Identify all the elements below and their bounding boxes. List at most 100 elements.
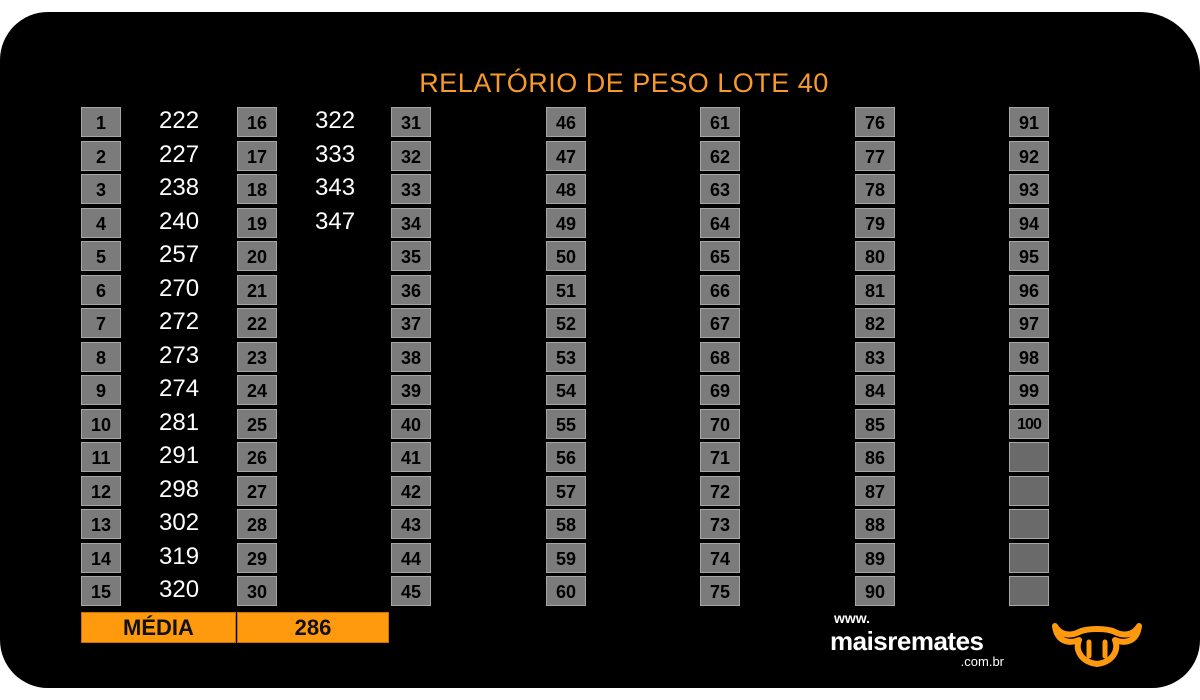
animal-number: 25 <box>237 409 277 439</box>
animal-number: 45 <box>391 576 431 606</box>
animal-number: 34 <box>391 208 431 238</box>
animal-number: 15 <box>81 576 121 606</box>
animal-number: 61 <box>700 107 740 137</box>
animal-weight: 302 <box>159 509 200 536</box>
animal-number: 3 <box>81 174 121 204</box>
animal-number: 59 <box>546 543 586 573</box>
animal-number: 38 <box>391 342 431 372</box>
animal-number: 43 <box>391 509 431 539</box>
animal-number: 88 <box>855 509 895 539</box>
average-value: 286 <box>237 612 389 643</box>
animal-number: 37 <box>391 308 431 338</box>
animal-number: 92 <box>1009 141 1049 171</box>
animal-number: 72 <box>700 476 740 506</box>
animal-number: 54 <box>546 375 586 405</box>
logo-www: www. <box>834 610 871 626</box>
animal-number: 100 <box>1009 409 1049 439</box>
animal-number: 75 <box>700 576 740 606</box>
animal-number: 63 <box>700 174 740 204</box>
animal-weight: 281 <box>159 409 200 436</box>
animal-number: 13 <box>81 509 121 539</box>
animal-number: 78 <box>855 174 895 204</box>
animal-number: 50 <box>546 241 586 271</box>
animal-number: 23 <box>237 342 277 372</box>
animal-number: 52 <box>546 308 586 338</box>
animal-number: 20 <box>237 241 277 271</box>
animal-weight: 240 <box>159 208 200 235</box>
animal-number: 44 <box>391 543 431 573</box>
animal-weight: 272 <box>159 308 200 335</box>
animal-number: 68 <box>700 342 740 372</box>
animal-number: 76 <box>855 107 895 137</box>
animal-number: 77 <box>855 141 895 171</box>
animal-weight: 333 <box>315 141 356 168</box>
animal-number: 70 <box>700 409 740 439</box>
animal-number: 58 <box>546 509 586 539</box>
animal-number: 27 <box>237 476 277 506</box>
animal-number: 85 <box>855 409 895 439</box>
animal-number: 19 <box>237 208 277 238</box>
animal-number: 21 <box>237 275 277 305</box>
empty-slot <box>1009 543 1049 573</box>
animal-number: 17 <box>237 141 277 171</box>
animal-number: 67 <box>700 308 740 338</box>
animal-number: 26 <box>237 442 277 472</box>
animal-number: 60 <box>546 576 586 606</box>
animal-number: 64 <box>700 208 740 238</box>
animal-number: 49 <box>546 208 586 238</box>
animal-weight: 222 <box>159 107 200 134</box>
animal-number: 32 <box>391 141 431 171</box>
animal-number: 84 <box>855 375 895 405</box>
animal-number: 8 <box>81 342 121 372</box>
animal-number: 91 <box>1009 107 1049 137</box>
animal-number: 5 <box>81 241 121 271</box>
animal-number: 36 <box>391 275 431 305</box>
animal-number: 69 <box>700 375 740 405</box>
animal-number: 35 <box>391 241 431 271</box>
bull-horns-icon <box>1052 623 1142 667</box>
animal-number: 56 <box>546 442 586 472</box>
animal-number: 95 <box>1009 241 1049 271</box>
animal-number: 40 <box>391 409 431 439</box>
animal-number: 71 <box>700 442 740 472</box>
animal-number: 18 <box>237 174 277 204</box>
animal-number: 86 <box>855 442 895 472</box>
animal-number: 10 <box>81 409 121 439</box>
animal-number: 46 <box>546 107 586 137</box>
animal-number: 39 <box>391 375 431 405</box>
animal-number: 6 <box>81 275 121 305</box>
animal-number: 29 <box>237 543 277 573</box>
animal-number: 1 <box>81 107 121 137</box>
animal-number: 48 <box>546 174 586 204</box>
report-title: RELATÓRIO DE PESO LOTE 40 <box>419 68 829 98</box>
empty-slot <box>1009 509 1049 539</box>
animal-weight: 347 <box>315 208 356 235</box>
animal-number: 99 <box>1009 375 1049 405</box>
animal-weight: 298 <box>159 476 200 503</box>
animal-weight: 270 <box>159 275 200 302</box>
animal-number: 4 <box>81 208 121 238</box>
animal-number: 93 <box>1009 174 1049 204</box>
animal-weight: 291 <box>159 442 200 469</box>
report-panel <box>0 12 1200 688</box>
animal-weight: 322 <box>315 107 356 134</box>
maisremates-logo: www. maisremates .com.br <box>826 610 1016 670</box>
empty-slot <box>1009 476 1049 506</box>
animal-number: 83 <box>855 342 895 372</box>
animal-number: 14 <box>81 543 121 573</box>
animal-number: 31 <box>391 107 431 137</box>
animal-number: 41 <box>391 442 431 472</box>
animal-weight: 320 <box>159 576 200 603</box>
animal-number: 12 <box>81 476 121 506</box>
animal-number: 96 <box>1009 275 1049 305</box>
animal-number: 16 <box>237 107 277 137</box>
animal-number: 73 <box>700 509 740 539</box>
average-label: MÉDIA <box>81 612 236 643</box>
animal-number: 11 <box>81 442 121 472</box>
animal-number: 53 <box>546 342 586 372</box>
animal-number: 65 <box>700 241 740 271</box>
animal-number: 55 <box>546 409 586 439</box>
animal-number: 2 <box>81 141 121 171</box>
animal-number: 81 <box>855 275 895 305</box>
animal-number: 82 <box>855 308 895 338</box>
